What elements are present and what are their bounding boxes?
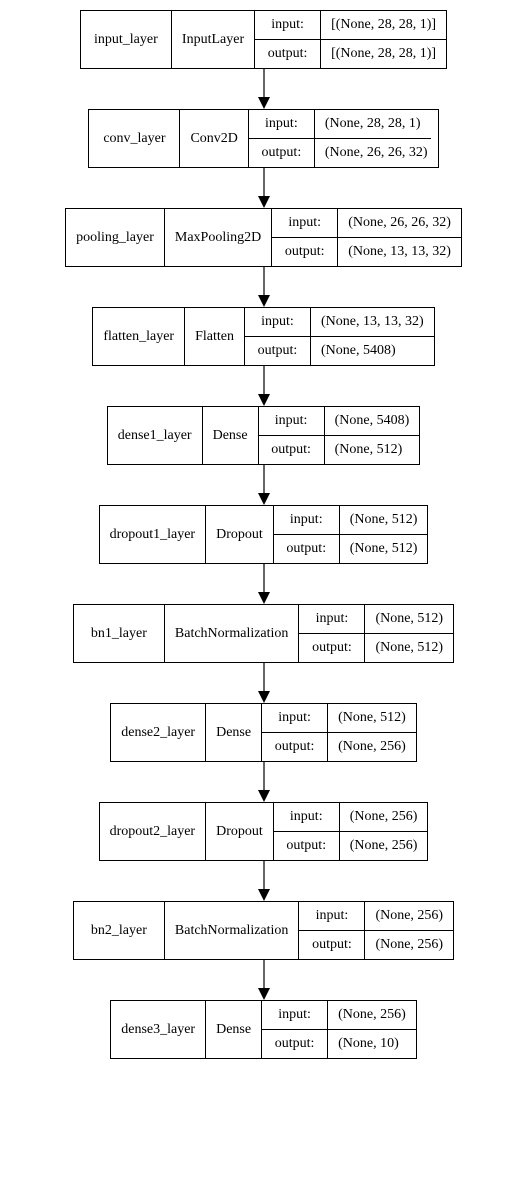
arrow-down-icon xyxy=(254,168,274,208)
layer-node: input_layerInputLayerinput:[(None, 28, 2… xyxy=(80,10,447,69)
output-shape: (None, 10) xyxy=(328,1030,409,1058)
layer-name: dense2_layer xyxy=(111,704,206,761)
layer-type: Flatten xyxy=(185,308,245,365)
layer-name: conv_layer xyxy=(89,110,180,167)
layer-name: pooling_layer xyxy=(66,209,165,266)
input-label: input: xyxy=(262,1001,328,1030)
arrow-down-icon xyxy=(254,564,274,604)
output-label: output: xyxy=(255,40,321,68)
layer-type: MaxPooling2D xyxy=(165,209,272,266)
layer-type: Dense xyxy=(206,1001,262,1058)
input-label: input: xyxy=(274,506,340,535)
output-label: output: xyxy=(272,238,338,266)
layer-node: conv_layerConv2Dinput:(None, 28, 28, 1)o… xyxy=(88,109,438,168)
layer-io: input:(None, 256)output:(None, 256) xyxy=(274,803,428,860)
arrow-down-icon xyxy=(254,762,274,802)
arrow-down-icon xyxy=(254,663,274,703)
layer-name: dense1_layer xyxy=(108,407,203,464)
layer-io: input:(None, 512)output:(None, 256) xyxy=(262,704,416,761)
input-shape: [(None, 28, 28, 1)] xyxy=(321,11,446,40)
arrow-down-icon xyxy=(254,366,274,406)
input-label: input: xyxy=(262,704,328,733)
output-label: output: xyxy=(262,1030,328,1058)
layer-type: Dense xyxy=(203,407,259,464)
layer-type: BatchNormalization xyxy=(165,902,300,959)
output-shape: (None, 512) xyxy=(340,535,428,563)
arrow-down-icon xyxy=(254,465,274,505)
output-label: output: xyxy=(274,535,340,563)
output-label: output: xyxy=(259,436,325,464)
layer-name: dropout1_layer xyxy=(100,506,207,563)
output-shape: (None, 512) xyxy=(325,436,413,464)
layer-node: dropout1_layerDropoutinput:(None, 512)ou… xyxy=(99,505,429,564)
layer-type: BatchNormalization xyxy=(165,605,300,662)
layer-node: pooling_layerMaxPooling2Dinput:(None, 26… xyxy=(65,208,462,267)
input-shape: (None, 256) xyxy=(340,803,428,832)
layer-name: dropout2_layer xyxy=(100,803,207,860)
output-shape: (None, 26, 26, 32) xyxy=(315,139,438,167)
layer-name: dense3_layer xyxy=(111,1001,206,1058)
input-label: input: xyxy=(299,605,365,634)
layer-type: Dropout xyxy=(206,803,274,860)
output-shape: (None, 256) xyxy=(365,931,453,959)
input-shape: (None, 5408) xyxy=(325,407,420,436)
output-label: output: xyxy=(299,931,365,959)
arrow-down-icon xyxy=(254,267,274,307)
input-shape: (None, 26, 26, 32) xyxy=(338,209,461,238)
layer-type: Conv2D xyxy=(180,110,248,167)
input-label: input: xyxy=(272,209,338,238)
input-label: input: xyxy=(245,308,311,337)
input-shape: (None, 512) xyxy=(340,506,428,535)
layer-name: input_layer xyxy=(81,11,172,68)
output-shape: (None, 512) xyxy=(365,634,453,662)
output-shape: (None, 13, 13, 32) xyxy=(338,238,461,266)
layer-name: bn2_layer xyxy=(74,902,165,959)
arrow-down-icon xyxy=(254,69,274,109)
layer-node: bn1_layerBatchNormalizationinput:(None, … xyxy=(73,604,454,663)
input-shape: (None, 512) xyxy=(328,704,416,733)
arrow-down-icon xyxy=(254,960,274,1000)
layer-node: flatten_layerFlatteninput:(None, 13, 13,… xyxy=(92,307,434,366)
output-label: output: xyxy=(274,832,340,860)
layer-io: input:(None, 13, 13, 32)output:(None, 54… xyxy=(245,308,434,365)
input-shape: (None, 13, 13, 32) xyxy=(311,308,434,337)
layer-io: input:(None, 256)output:(None, 10) xyxy=(262,1001,416,1058)
output-shape: (None, 256) xyxy=(340,832,428,860)
output-label: output: xyxy=(249,139,315,167)
input-label: input: xyxy=(274,803,340,832)
layer-node: bn2_layerBatchNormalizationinput:(None, … xyxy=(73,901,454,960)
input-shape: (None, 512) xyxy=(365,605,453,634)
layer-node: dropout2_layerDropoutinput:(None, 256)ou… xyxy=(99,802,429,861)
layer-io: input:(None, 512)output:(None, 512) xyxy=(299,605,453,662)
layer-io: input:(None, 26, 26, 32)output:(None, 13… xyxy=(272,209,461,266)
layer-io: input:(None, 256)output:(None, 256) xyxy=(299,902,453,959)
layer-node: dense2_layerDenseinput:(None, 512)output… xyxy=(110,703,417,762)
layer-io: input:(None, 28, 28, 1)output:(None, 26,… xyxy=(249,110,438,167)
input-label: input: xyxy=(249,110,315,139)
input-label: input: xyxy=(259,407,325,436)
layer-type: InputLayer xyxy=(172,11,255,68)
output-label: output: xyxy=(299,634,365,662)
layer-io: input:(None, 5408)output:(None, 512) xyxy=(259,407,420,464)
model-diagram: input_layerInputLayerinput:[(None, 28, 2… xyxy=(10,10,517,1059)
output-shape: (None, 5408) xyxy=(311,337,406,365)
input-shape: (None, 28, 28, 1) xyxy=(315,110,431,139)
layer-type: Dropout xyxy=(206,506,274,563)
layer-node: dense1_layerDenseinput:(None, 5408)outpu… xyxy=(107,406,421,465)
layer-name: bn1_layer xyxy=(74,605,165,662)
output-label: output: xyxy=(245,337,311,365)
input-label: input: xyxy=(255,11,321,40)
layer-node: dense3_layerDenseinput:(None, 256)output… xyxy=(110,1000,417,1059)
layer-io: input:(None, 512)output:(None, 512) xyxy=(274,506,428,563)
output-label: output: xyxy=(262,733,328,761)
input-shape: (None, 256) xyxy=(365,902,453,931)
input-label: input: xyxy=(299,902,365,931)
arrow-down-icon xyxy=(254,861,274,901)
input-shape: (None, 256) xyxy=(328,1001,416,1030)
layer-name: flatten_layer xyxy=(93,308,185,365)
output-shape: [(None, 28, 28, 1)] xyxy=(321,40,446,68)
layer-type: Dense xyxy=(206,704,262,761)
layer-io: input:[(None, 28, 28, 1)]output:[(None, … xyxy=(255,11,446,68)
output-shape: (None, 256) xyxy=(328,733,416,761)
